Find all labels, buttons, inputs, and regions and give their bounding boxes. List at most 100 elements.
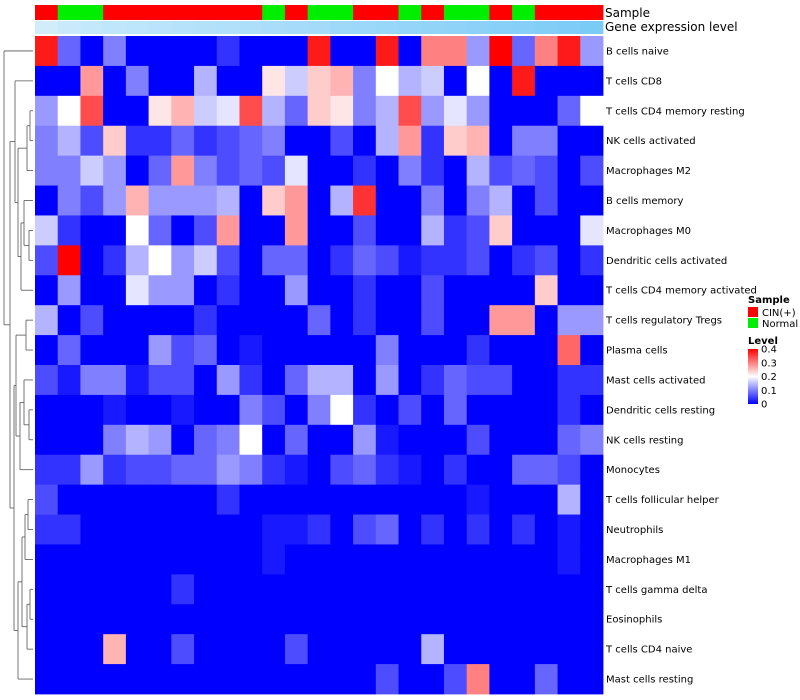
heatmap-cell [125,155,149,186]
heatmap-cell [239,664,263,695]
sample-cell [216,5,240,20]
heatmap-cell [284,65,309,97]
sample-cell [103,5,127,20]
heatmap-cell [35,65,59,97]
heatmap-cell [239,544,263,575]
heatmap-cell [330,65,354,97]
heatmap-cell [103,454,127,486]
heatmap-cell [398,95,422,127]
heatmap-cell [398,215,422,246]
heatmap-cell [330,454,354,486]
heatmap-cell [534,514,558,545]
heatmap-cell [580,484,604,515]
heatmap-cell [57,544,81,575]
heatmap-cell [194,454,218,486]
heatmap-cell [216,185,240,216]
heatmap-cell [35,335,59,366]
heatmap-cell [330,365,354,396]
heatmap-cell [466,335,490,366]
heatmap-cell [125,634,149,665]
heatmap-cell [466,454,490,486]
row-label: Mast cells resting [606,675,693,686]
heatmap-cell [57,514,81,545]
heatmap-cell [239,365,263,396]
heatmap-cell [489,664,513,695]
expression-cell [307,21,331,34]
heatmap-cell [148,365,172,396]
heatmap-cell [103,365,127,396]
sample-annotation-track [35,5,604,20]
heatmap-cell [443,155,468,186]
heatmap-cell [148,155,172,186]
heatmap-cell [148,215,172,246]
heatmap-cell [103,634,127,665]
heatmap-cell [421,365,445,396]
heatmap-cell [125,574,149,605]
heatmap-cell [489,424,513,456]
heatmap-cell [330,335,354,366]
heatmap-cell [375,36,399,67]
heatmap-cell [557,335,581,366]
heatmap-cell [580,454,604,486]
heatmap-cell [534,95,558,127]
heatmap-cell [421,215,445,246]
heatmap-cell [239,245,263,276]
expression-cell [375,21,399,34]
heatmap-cell [307,544,331,575]
heatmap-cell [489,155,513,186]
heatmap-cell [443,275,468,306]
heatmap-cell [103,275,127,306]
heatmap-cell [57,305,81,336]
heatmap-cell [330,275,354,306]
heatmap-cell [284,245,309,276]
heatmap-cell [330,574,354,605]
heatmap-cell [443,544,468,575]
heatmap-cell [421,36,445,67]
heatmap-cell [398,275,422,306]
heatmap-cell [125,36,149,67]
heatmap-cell [580,125,604,157]
row-label: Dendritic cells activated [606,256,727,267]
heatmap-cell [557,365,581,396]
heatmap-cell [103,185,127,216]
heatmap-cell [353,484,377,515]
expression-cell [330,21,354,34]
heatmap-cell [489,36,513,67]
heatmap-cell [194,664,218,695]
heatmap-cell [125,424,149,456]
heatmap-cell [194,155,218,186]
heatmap-cell [148,454,172,486]
heatmap-cell [421,245,445,276]
heatmap-cell [421,394,445,426]
heatmap-cell [148,394,172,426]
heatmap-cell [307,245,331,276]
heatmap-cell [148,36,172,67]
heatmap-cell [580,664,604,695]
heatmap-cell [489,125,513,157]
heatmap-cell [262,215,286,246]
heatmap-cell [375,305,399,336]
heatmap-cell [262,125,286,157]
heatmap-cell [148,664,172,695]
heatmap-cell [57,155,81,186]
heatmap-cell [534,394,558,426]
heatmap-cell [194,305,218,336]
heatmap-cell [125,544,149,575]
heatmap-cell [194,574,218,605]
heatmap-cell [262,514,286,545]
heatmap-cell [353,305,377,336]
heatmap-cell [443,65,468,97]
heatmap-cell [80,544,104,575]
heatmap-cell [375,544,399,575]
heatmap-cell [489,574,513,605]
heatmap-cell [57,484,81,515]
heatmap-cell [171,634,195,665]
heatmap-cell [80,574,104,605]
heatmap-cell [489,514,513,545]
heatmap-cell [353,634,377,665]
heatmap-cell [534,365,558,396]
heatmap-cell [466,65,490,97]
heatmap-cell [375,245,399,276]
heatmap-cell [262,36,286,67]
row-label: Macrophages M1 [606,555,691,566]
